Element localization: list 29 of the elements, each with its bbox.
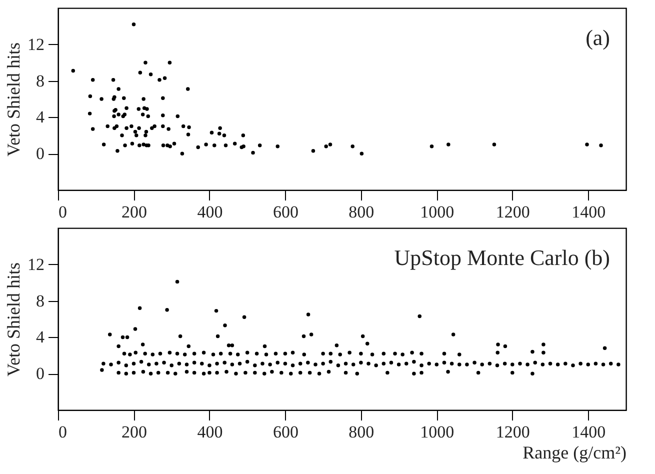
- y-tick-label: 12: [28, 254, 44, 274]
- x-tick-label: 0: [58, 422, 67, 442]
- x-tick-label: 400: [197, 202, 223, 222]
- y-tick-label: 4: [36, 108, 45, 127]
- annotation: UpStop Monte Carlo (b): [394, 245, 610, 270]
- y-tick-label: 4: [36, 328, 45, 347]
- y-tick-label: 8: [36, 291, 44, 310]
- x-tick-label: 1400: [572, 422, 606, 442]
- x-tick-label: 600: [272, 422, 298, 442]
- y-tick-label: 12: [28, 34, 44, 54]
- x-tick-label: 1200: [496, 202, 530, 222]
- x-axis-title: Range (g/cm²): [522, 442, 626, 462]
- x-tick-label: 200: [121, 422, 147, 442]
- y-tick-label: 8: [36, 71, 44, 90]
- x-tick-label: 1000: [420, 422, 454, 442]
- y-axis-title: Veto Shield hits: [4, 42, 24, 157]
- x-tick-label: 600: [272, 202, 298, 222]
- x-tick-label: 800: [348, 422, 374, 442]
- x-tick-label: 800: [348, 202, 374, 222]
- annotation: (a): [586, 25, 610, 50]
- x-tick-label: 400: [197, 422, 223, 442]
- y-axis-title: Veto Shield hits: [4, 262, 24, 377]
- x-tick-label: 1200: [496, 422, 530, 442]
- y-tick-label: 0: [36, 364, 44, 384]
- x-tick-label: 0: [58, 202, 67, 222]
- x-tick-label: 200: [121, 202, 147, 222]
- x-tick-label: 1000: [420, 202, 454, 222]
- x-tick-label: 1400: [572, 202, 606, 222]
- y-tick-label: 0: [36, 144, 44, 164]
